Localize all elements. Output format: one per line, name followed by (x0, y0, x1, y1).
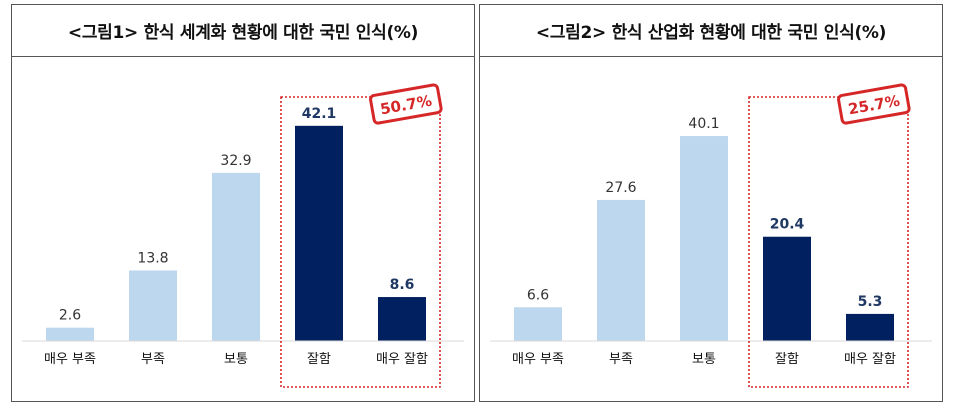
highlight-box (280, 96, 441, 388)
category-label: 매우 잘함 (844, 352, 896, 367)
bar-5 (378, 297, 426, 341)
chart-panel-1: <그림1> 한식 세계화 현황에 대한 국민 인식(%) 2.6 매우 부족 13.… (11, 4, 475, 402)
bar-3 (680, 136, 728, 341)
bar-1 (46, 327, 94, 341)
highlight-box (748, 96, 909, 388)
total-stamp: 25.7% (837, 83, 911, 125)
bar-chart-1: 2.6 매우 부족 13.8 부족 32.9 보통 42.1 잘함 8.6 매우 잘함 50.7% (22, 83, 464, 388)
total-stamp: 50.7% (369, 83, 443, 125)
chart-title-2: <그림2> 한식 산업화 현황에 대한 국민 인식(%) (480, 5, 942, 57)
category-label: 매우 잘함 (376, 352, 428, 367)
bar-value-label: 42.1 (302, 106, 337, 122)
bar-value-label: 2.6 (59, 308, 81, 324)
category-label: 매우 부족 (512, 352, 564, 367)
category-label: 보통 (224, 352, 248, 367)
total-stamp-frame (837, 83, 911, 125)
category-label: 잘함 (307, 352, 331, 367)
bar-5 (846, 313, 894, 341)
bar-4 (295, 125, 343, 341)
chart-title-1: <그림1> 한식 세계화 현황에 대한 국민 인식(%) (12, 5, 474, 57)
bar-4 (763, 236, 811, 341)
total-stamp-frame (369, 83, 443, 125)
bar-2 (129, 270, 177, 341)
bar-value-label: 27.6 (605, 180, 636, 196)
bar-3 (212, 172, 260, 341)
bar-value-label: 6.6 (527, 287, 549, 303)
bar-value-label: 8.6 (390, 277, 415, 293)
bar-2 (597, 199, 645, 341)
bar-value-label: 13.8 (137, 250, 168, 266)
bar-value-label: 20.4 (770, 217, 805, 233)
category-label: 매우 부족 (44, 352, 96, 367)
bar-value-label: 5.3 (858, 294, 883, 310)
bar-chart-2: 6.6 매우 부족 27.6 부족 40.1 보통 20.4 잘함 5.3 매우 잘함 25.7% (490, 83, 932, 388)
category-label: 보통 (692, 352, 716, 367)
bar-value-label: 40.1 (688, 116, 719, 132)
bar-1 (514, 307, 562, 341)
chart-panel-2: <그림2> 한식 산업화 현황에 대한 국민 인식(%) 6.6 매우 부족 27.… (479, 4, 943, 402)
category-label: 부족 (141, 352, 165, 367)
category-label: 잘함 (775, 352, 799, 367)
bar-value-label: 32.9 (220, 153, 251, 169)
category-label: 부족 (609, 352, 633, 367)
